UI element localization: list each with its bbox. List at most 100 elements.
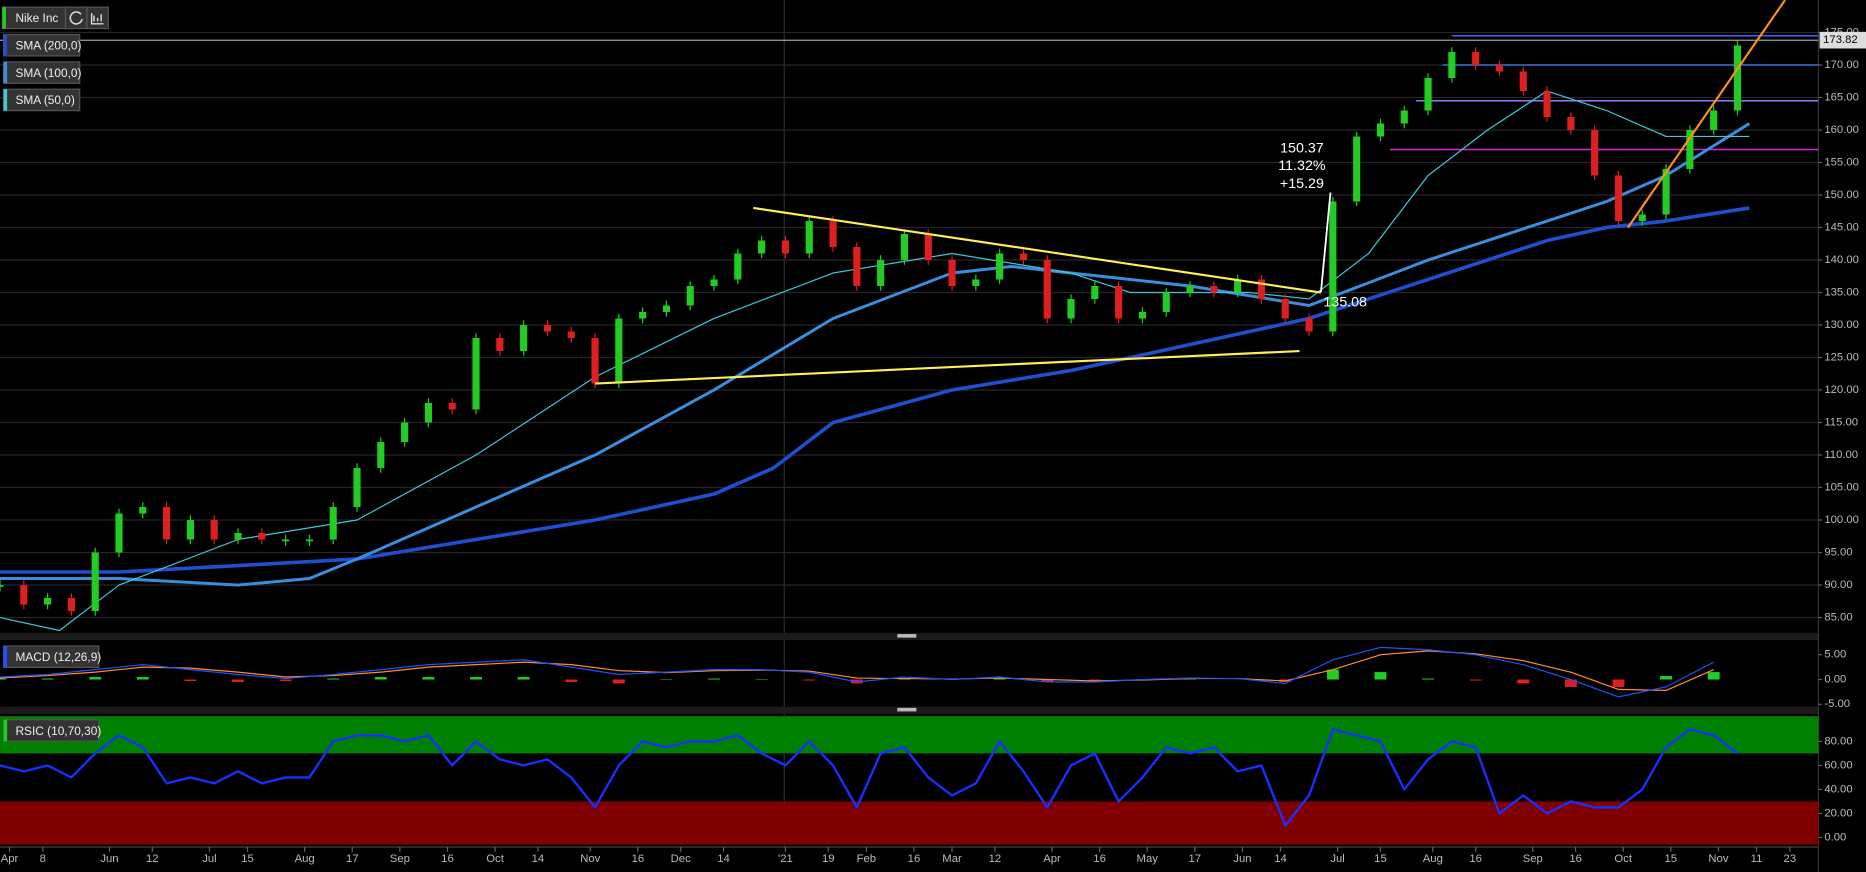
histogram-bar bbox=[422, 677, 435, 680]
candle bbox=[67, 598, 75, 612]
candle bbox=[734, 253, 742, 280]
y-tick-label: 40.00 bbox=[1824, 783, 1852, 795]
candle bbox=[591, 338, 599, 384]
legend-label: SMA (100,0) bbox=[15, 66, 81, 80]
candle bbox=[639, 312, 647, 319]
y-tick-label: 160.00 bbox=[1824, 124, 1859, 136]
measure-percent: 11.32% bbox=[1278, 158, 1326, 174]
histogram-bar bbox=[327, 678, 340, 680]
refresh-icon bbox=[69, 11, 83, 25]
y-tick-label: 110.00 bbox=[1824, 449, 1858, 461]
candle bbox=[1305, 318, 1313, 332]
candle bbox=[401, 422, 409, 443]
candle bbox=[1186, 286, 1194, 293]
histogram-bar bbox=[612, 679, 625, 684]
x-tick-label: 14 bbox=[1274, 853, 1287, 865]
candle bbox=[1281, 299, 1289, 319]
legend-label: SMA (50,0) bbox=[15, 93, 74, 107]
candle bbox=[1662, 169, 1670, 215]
histogram-bar bbox=[470, 677, 482, 680]
title-box: Nike Inc bbox=[1, 6, 109, 30]
pane-handle[interactable] bbox=[897, 634, 917, 638]
x-tick-label: Jul bbox=[202, 853, 216, 865]
refresh-button[interactable] bbox=[64, 6, 88, 30]
candle bbox=[829, 221, 837, 248]
candle bbox=[115, 513, 123, 553]
candle bbox=[853, 247, 861, 287]
candle bbox=[1234, 279, 1242, 293]
candle bbox=[210, 520, 218, 540]
oversold-band bbox=[0, 801, 1819, 845]
candle bbox=[1400, 110, 1408, 124]
last-price-label: 173.82 bbox=[1823, 34, 1858, 46]
candle bbox=[1472, 52, 1480, 66]
y-tick-label: 120.00 bbox=[1824, 384, 1859, 396]
candle bbox=[377, 442, 385, 469]
histogram-bar bbox=[1088, 679, 1101, 681]
candle bbox=[924, 234, 932, 261]
x-tick-label: 14 bbox=[717, 853, 730, 865]
candle bbox=[1686, 130, 1694, 170]
candle bbox=[615, 318, 623, 384]
candle bbox=[1353, 136, 1361, 202]
histogram-bar bbox=[993, 678, 1006, 680]
legend-label: MACD (12,26,9) bbox=[15, 650, 101, 664]
candle bbox=[972, 279, 980, 287]
x-tick-label: 12 bbox=[146, 853, 159, 865]
legend-swatch bbox=[3, 89, 8, 111]
x-tick-label: 15 bbox=[1665, 853, 1678, 865]
candle bbox=[1710, 110, 1718, 131]
pane-handle[interactable] bbox=[897, 707, 917, 712]
x-tick-label: 16 bbox=[1569, 853, 1582, 865]
x-tick-label: 16 bbox=[632, 853, 645, 865]
sma-line bbox=[0, 90, 1750, 632]
y-tick-label: 125.00 bbox=[1824, 351, 1859, 363]
x-tick-label: 19 bbox=[822, 853, 835, 865]
y-tick-label: 85.00 bbox=[1824, 611, 1852, 623]
x-tick-label: 16 bbox=[1093, 853, 1106, 865]
histogram-bar bbox=[89, 677, 102, 680]
candle bbox=[258, 533, 266, 540]
candle bbox=[1591, 130, 1599, 176]
histogram-bar bbox=[232, 679, 244, 682]
x-tick-label: 15 bbox=[1374, 853, 1387, 865]
histogram-bar bbox=[517, 677, 530, 680]
candle bbox=[234, 533, 242, 540]
rsi-line bbox=[0, 728, 1739, 827]
y-tick-label: -5.00 bbox=[1824, 698, 1850, 710]
legend-swatch bbox=[2, 7, 6, 29]
sma-line bbox=[0, 122, 1751, 587]
histogram-bar bbox=[374, 677, 387, 680]
x-tick-label: Nov bbox=[1708, 853, 1728, 865]
x-tick-label: Jun bbox=[1233, 853, 1251, 865]
candle bbox=[567, 331, 575, 339]
legend-swatch bbox=[3, 61, 8, 84]
settings-icon bbox=[90, 13, 104, 25]
histogram-bar bbox=[1422, 678, 1435, 680]
candle bbox=[44, 598, 52, 605]
y-tick-label: 115.00 bbox=[1824, 416, 1858, 428]
y-tick-label: 95.00 bbox=[1824, 546, 1852, 558]
histogram-bar bbox=[41, 678, 54, 680]
candle bbox=[520, 325, 528, 352]
candle bbox=[996, 253, 1004, 280]
candle bbox=[877, 260, 885, 287]
y-tick-label: 130.00 bbox=[1824, 319, 1859, 331]
candle bbox=[1448, 52, 1456, 79]
candle bbox=[1638, 214, 1646, 222]
candle bbox=[163, 507, 171, 540]
candle bbox=[781, 240, 790, 254]
candle bbox=[1138, 312, 1147, 319]
candle bbox=[686, 286, 694, 306]
y-tick-label: 5.00 bbox=[1824, 649, 1846, 661]
candle bbox=[1043, 260, 1051, 319]
x-tick-label: Jun bbox=[100, 853, 118, 865]
candle bbox=[900, 234, 909, 261]
x-tick-label: Sep bbox=[390, 853, 410, 865]
candle bbox=[139, 507, 147, 514]
y-tick-label: 140.00 bbox=[1824, 254, 1859, 266]
x-tick-label: 8 bbox=[40, 853, 46, 865]
sma-line bbox=[0, 206, 1750, 574]
